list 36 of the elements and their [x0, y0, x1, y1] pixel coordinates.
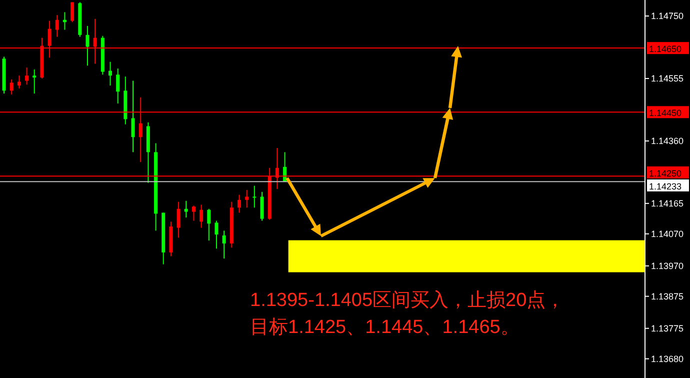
candlestick	[55, 14, 59, 38]
annotation: 1.1395-1.1405区间买入，止损20点，	[250, 289, 565, 313]
y-tick-label: 1.14360	[651, 136, 684, 146]
candlestick	[176, 201, 180, 238]
candlestick	[252, 185, 256, 208]
candlestick	[70, 2, 74, 23]
candlestick	[214, 220, 218, 250]
y-tick-label: 1.13680	[651, 354, 684, 364]
ref-line-label: 1.14650	[649, 44, 682, 54]
candlestick	[238, 194, 242, 214]
y-tick-label: 1.14750	[651, 11, 684, 22]
candlestick	[108, 61, 112, 86]
candlestick	[25, 67, 29, 86]
y-tick-label: 1.13875	[651, 292, 684, 302]
candlestick	[32, 69, 36, 94]
candlestick	[207, 208, 211, 242]
candlestick	[245, 189, 249, 208]
y-tick-label: 1.14555	[651, 74, 684, 84]
y-tick-label: 1.14070	[651, 229, 684, 240]
candlestick	[260, 191, 264, 222]
candlestick	[17, 75, 21, 89]
y-tick-label: 1.14165	[651, 198, 684, 209]
ref-line-label: 1.14450	[649, 108, 682, 118]
ref-line-label: 1.14250	[649, 168, 682, 178]
candlestick	[10, 78, 14, 95]
y-tick-label: 1.13970	[651, 261, 684, 272]
candlestick	[192, 205, 196, 222]
candlestick	[200, 204, 204, 228]
candlestick	[116, 68, 120, 104]
candlestick	[86, 25, 90, 66]
ref-line-label: 1.14233	[649, 181, 682, 192]
candlestick	[222, 230, 226, 260]
candlestick	[131, 80, 135, 153]
annotation: 目标1.1425、1.1445、1.1465。	[250, 316, 520, 340]
candlestick	[62, 12, 66, 30]
y-tick-label: 1.13775	[651, 324, 684, 334]
